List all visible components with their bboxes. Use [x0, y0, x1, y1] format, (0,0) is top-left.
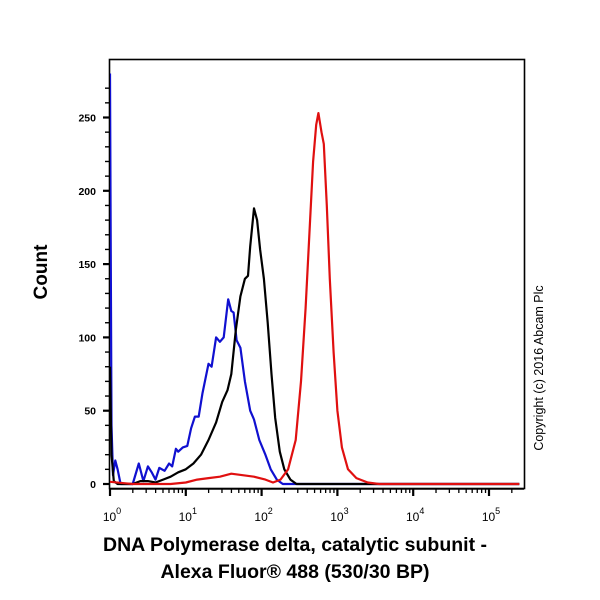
x-tick-label: 105: [482, 506, 500, 524]
series-line-2: [110, 207, 520, 486]
x-axis-label-line2: Alexa Fluor® 488 (530/30 BP): [160, 561, 430, 583]
y-tick-label: 250: [78, 113, 96, 125]
x-tick-label: 100: [103, 506, 121, 524]
y-axis: 0 50 100 150 200 250: [78, 87, 109, 491]
x-axis-label-line1: DNA Polymerase delta, catalytic subunit …: [103, 534, 487, 556]
series-line-3: [110, 112, 520, 486]
y-tick-label: 200: [78, 186, 96, 198]
y-tick-label: 50: [84, 406, 96, 418]
x-tick-label: 101: [179, 506, 197, 524]
y-axis-label: Count: [31, 244, 52, 300]
copyright-notice: Copyright (c) 2016 Abcam Plc: [532, 285, 546, 451]
series-group: [110, 73, 520, 486]
y-tick-label: 0: [90, 479, 96, 491]
x-tick-label: 104: [406, 506, 424, 524]
y-tick-label: 100: [78, 332, 96, 344]
x-tick-label: 102: [254, 506, 272, 524]
series-line-1: [110, 73, 520, 486]
x-axis: 100 101 102 103 104 105: [103, 488, 524, 524]
x-tick-label: 103: [330, 506, 348, 524]
y-tick-label: 150: [78, 259, 96, 271]
